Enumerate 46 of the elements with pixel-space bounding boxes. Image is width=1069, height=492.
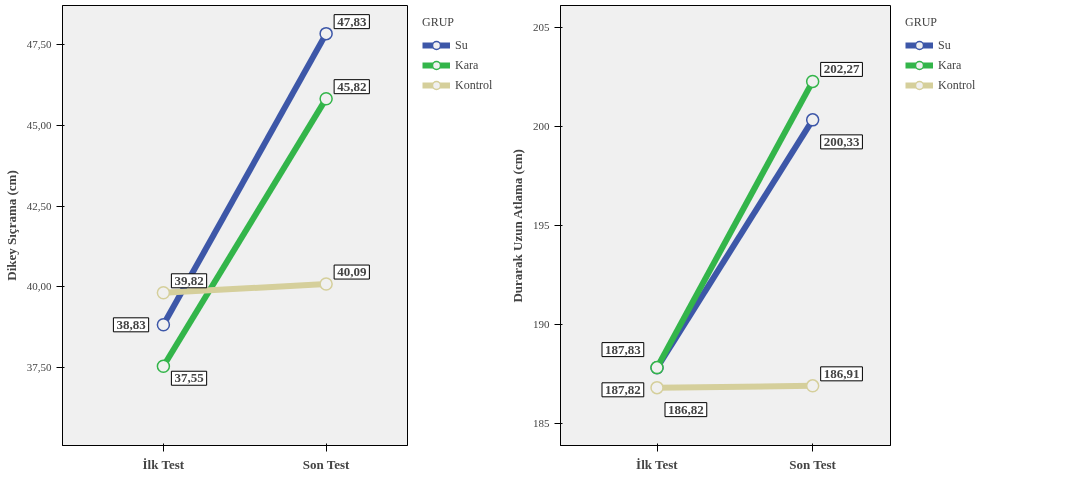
- x-tick-label: İlk Test: [636, 456, 679, 472]
- legend-title: GRUP: [905, 15, 938, 30]
- y-tick-label: 190: [533, 318, 550, 331]
- x-tick-label: Son Test: [789, 456, 837, 472]
- y-axis-title: Dikey Sıçrama (cm): [3, 170, 19, 281]
- data-label: 37,55: [174, 370, 205, 386]
- legend-label: Kontrol: [938, 77, 976, 93]
- point: [805, 379, 820, 393]
- data-label: 202,27: [823, 61, 860, 77]
- data-label: 47,83: [337, 13, 367, 29]
- data-label: 45,82: [337, 78, 367, 94]
- legend-label: Kontrol: [455, 77, 493, 93]
- legend-label: Kara: [455, 57, 479, 73]
- data-label: 186,91: [823, 365, 860, 381]
- point: [805, 74, 820, 89]
- data-label: 187,82: [605, 381, 641, 397]
- data-label: 38,83: [116, 316, 147, 332]
- y-tick-label: 42,50: [26, 199, 52, 212]
- data-label: 39,82: [174, 272, 204, 288]
- point: [156, 359, 171, 373]
- data-label: 187,83: [605, 341, 642, 357]
- x-tick-label: İlk Test: [142, 456, 185, 472]
- data-label: 200,33: [823, 133, 860, 149]
- point: [319, 277, 333, 291]
- legend-label: Kara: [938, 57, 962, 73]
- point: [156, 318, 171, 332]
- y-tick-label: 195: [533, 219, 550, 231]
- legend-label: Su: [938, 37, 952, 53]
- y-tick-label: 40,00: [26, 280, 52, 293]
- point: [319, 26, 333, 41]
- point: [156, 286, 171, 300]
- y-tick-label: 45,00: [26, 118, 52, 131]
- y-tick-label: 200: [533, 119, 550, 132]
- point: [805, 113, 820, 127]
- data-label: 186,82: [668, 401, 704, 417]
- y-tick-label: 205: [533, 20, 550, 33]
- legend-label: Su: [455, 37, 469, 53]
- y-tick-label: 47,50: [26, 37, 52, 50]
- data-label: 40,09: [337, 264, 367, 280]
- y-tick-label: 37,50: [26, 361, 52, 374]
- point: [319, 91, 333, 106]
- y-axis-title: Durarak Uzun Atlama (cm): [510, 149, 525, 303]
- y-tick-label: 185: [533, 417, 550, 430]
- legend-title: GRUP: [422, 15, 455, 30]
- x-tick-label: Son Test: [302, 456, 350, 472]
- point: [650, 380, 664, 395]
